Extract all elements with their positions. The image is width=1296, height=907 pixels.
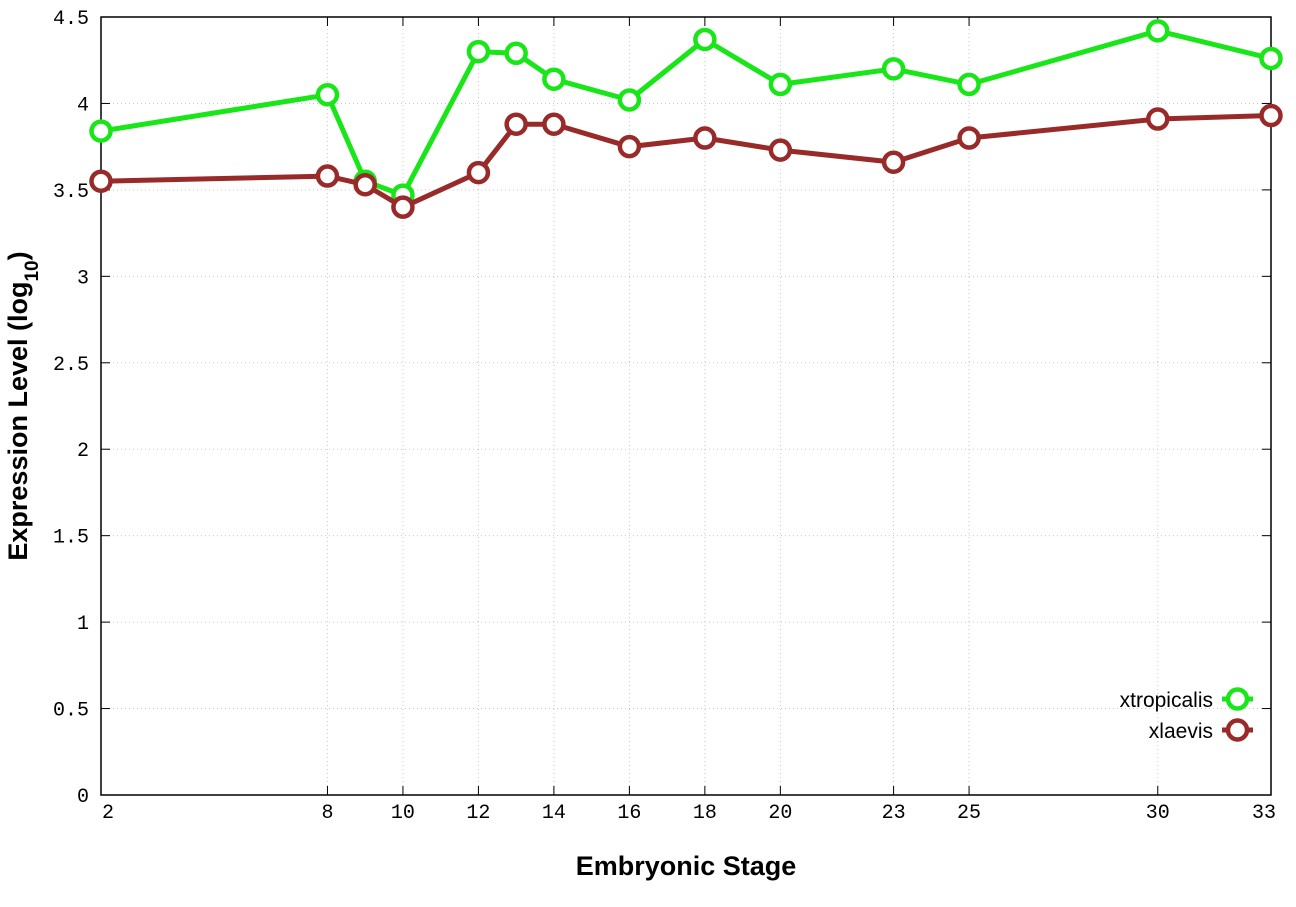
x-tick-label: 33 [1252,802,1276,825]
y-tick-label: 0.5 [53,700,89,723]
data-point-xlaevis [315,164,340,188]
data-point-xtropicalis [542,67,566,91]
plot-frame [100,16,1272,796]
x-axis-title: Embryonic Stage [576,851,797,881]
data-point-xlaevis [693,126,717,150]
data-point-xlaevis [768,138,793,162]
data-point-xtropicalis [504,41,528,66]
y-axis-title-subscript: 10 [22,260,43,281]
x-tick-label: 12 [466,802,490,825]
legend-label-xtropicalis: xtropicalis [1120,689,1213,712]
grid [101,17,1271,795]
x-tick-label: 16 [617,802,641,825]
series-xlaevis [89,103,1283,219]
y-tick-label: 4.5 [53,8,89,31]
legend-marker-xtropicalis [1225,687,1250,711]
x-tick-label: 23 [882,802,906,825]
data-point-xtropicalis [466,39,491,64]
axis-ticks: 0 0.5 1 1.5 2 2.5 3 3.5 4 4.5 2 8 10 12 14 16 18 20 23 25 30… [53,8,1276,825]
data-point-xtropicalis [617,88,642,112]
data-point-xlaevis [89,169,113,193]
data-point-xlaevis [542,112,566,136]
x-tick-label: 14 [542,802,566,825]
data-point-xtropicalis [1146,19,1170,43]
data-point-xlaevis [504,112,528,136]
data-point-xlaevis [1259,103,1283,128]
y-axis-title: Expression Level (log10) [3,251,43,560]
data-point-xtropicalis [957,72,981,97]
x-tick-label: 25 [957,802,981,825]
data-point-xlaevis [617,134,642,159]
data-point-xtropicalis [1259,46,1283,71]
data-point-xlaevis [957,126,981,150]
y-tick-label: 3.5 [53,181,89,204]
data-point-xtropicalis [89,119,113,143]
data-point-xlaevis [391,195,415,219]
y-tick-label: 2.5 [53,354,89,377]
series-layer [89,19,1283,219]
data-point-xlaevis [1146,107,1170,131]
x-tick-label: 10 [391,802,415,825]
data-point-xtropicalis [693,27,717,52]
y-tick-label: 0 [77,786,89,809]
y-tick-label: 3 [77,267,89,290]
x-tick-label: 20 [768,802,792,825]
y-tick-label: 1 [77,613,89,636]
x-tick-label: 30 [1146,802,1170,825]
series-line-xlaevis [100,113,1272,210]
y-tick-label: 4 [77,94,89,117]
series-line-xtropicalis [100,28,1272,198]
data-point-xlaevis [881,150,906,174]
data-point-xlaevis [466,160,491,185]
x-tick-label: 8 [321,802,333,825]
legend-label-xlaevis: xlaevis [1149,720,1213,743]
data-point-xtropicalis [768,72,793,97]
data-point-xtropicalis [881,57,906,81]
y-tick-label: 2 [77,440,89,463]
data-point-xlaevis [353,172,377,197]
x-tick-label: 2 [102,802,114,825]
y-tick-label: 1.5 [53,527,89,550]
legend: xtropicalis xlaevis [1120,687,1253,743]
x-tick-label: 18 [693,802,717,825]
legend-marker-xlaevis [1225,718,1250,742]
data-point-xtropicalis [315,83,340,107]
